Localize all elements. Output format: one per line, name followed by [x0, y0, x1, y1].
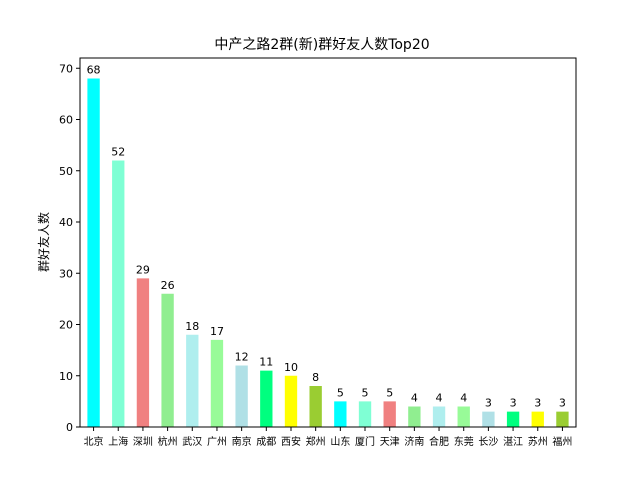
bars-group [87, 78, 569, 428]
data-label-1: 52 [111, 146, 125, 159]
x-tick-label-6: 南京 [232, 435, 252, 448]
bar-14 [432, 406, 446, 427]
y-tick-label-1: 10 [59, 370, 73, 383]
data-label-2: 29 [136, 263, 150, 276]
x-tick-label-12: 天津 [380, 436, 400, 448]
data-label-17: 3 [510, 397, 517, 410]
bar-10 [334, 401, 347, 428]
data-label-6: 12 [235, 351, 249, 364]
bar-12 [383, 401, 396, 428]
bar-8 [284, 375, 298, 427]
data-label-10: 5 [337, 386, 344, 399]
bar-16 [482, 411, 495, 428]
x-tick-label-10: 山东 [330, 435, 350, 448]
chart-title: 中产之路2群(新)群好友人数Top20 [214, 37, 429, 53]
y-axis-label: 群好友人数 [36, 212, 51, 272]
x-tick-label-18: 苏州 [528, 435, 548, 448]
bar-5 [210, 339, 224, 428]
x-tick-label-2: 深圳 [133, 436, 153, 448]
y-tick-label-5: 50 [59, 165, 73, 178]
data-label-18: 3 [534, 397, 541, 410]
x-tick-label-8: 西安 [281, 435, 301, 448]
data-label-19: 3 [559, 397, 566, 410]
plot-frame [79, 57, 577, 428]
x-tick-label-14: 合肥 [429, 435, 449, 448]
x-tick-label-5: 广州 [207, 436, 227, 448]
bar-0 [87, 78, 100, 427]
x-tick-label-9: 郑州 [306, 435, 326, 448]
bar-19 [556, 411, 569, 428]
bar-2 [136, 278, 150, 428]
bar-1 [112, 160, 125, 427]
bar-9 [309, 386, 322, 427]
y-tick-label-2: 20 [59, 319, 73, 332]
x-tick-label-11: 厦门 [355, 435, 375, 448]
data-label-7: 11 [259, 356, 273, 369]
bar-4 [186, 334, 199, 427]
y-tick-label-3: 30 [59, 267, 73, 280]
x-tick-label-4: 武汉 [182, 435, 202, 448]
y-tick-label-7: 70 [59, 62, 73, 75]
data-label-4: 18 [185, 320, 199, 333]
data-label-8: 10 [284, 361, 298, 374]
x-tick-label-19: 福州 [552, 435, 572, 448]
data-label-11: 5 [362, 386, 369, 399]
data-label-5: 17 [210, 325, 224, 338]
bar-6 [235, 365, 248, 427]
x-tick-label-7: 成都 [256, 436, 276, 448]
bar-18 [531, 411, 544, 428]
x-tick-label-16: 长沙 [478, 436, 498, 448]
data-label-0: 68 [87, 64, 101, 77]
bar-3 [161, 293, 174, 427]
x-tick-label-1: 上海 [108, 435, 128, 448]
y-tick-label-0: 0 [66, 421, 73, 434]
x-tick-label-13: 济南 [404, 435, 424, 448]
data-label-12: 5 [386, 386, 393, 399]
data-label-13: 4 [411, 392, 418, 405]
y-axis: 0 10 20 30 40 50 60 70 [59, 62, 80, 434]
data-label-14: 4 [436, 392, 443, 405]
data-label-15: 4 [460, 392, 467, 405]
x-tick-label-15: 东莞 [454, 435, 474, 448]
bar-17 [506, 411, 520, 428]
data-label-16: 3 [485, 397, 492, 410]
y-tick-label-4: 40 [59, 216, 73, 229]
y-tick-label-6: 60 [59, 114, 73, 127]
bar-11 [358, 401, 372, 428]
bar-15 [457, 406, 470, 427]
bar-13 [408, 406, 421, 427]
data-label-9: 8 [312, 371, 319, 384]
x-tick-label-0: 北京 [84, 435, 104, 448]
x-tick-label-3: 杭州 [158, 435, 178, 448]
bar-7 [260, 370, 273, 428]
data-label-3: 26 [161, 279, 175, 292]
x-axis: 北京 上海 深圳 杭州 武汉 广州 南京 成都 西安 郑州 山东 厦门 天津 济南 合肥 东莞 长沙 湛江 苏州 福州 [84, 427, 572, 448]
x-tick-label-17: 湛江 [503, 436, 523, 448]
data-labels-group: 68 52 29 26 18 17 12 11 10 8 5 5 5 4 4 4 3 3 3 3 [87, 64, 566, 410]
